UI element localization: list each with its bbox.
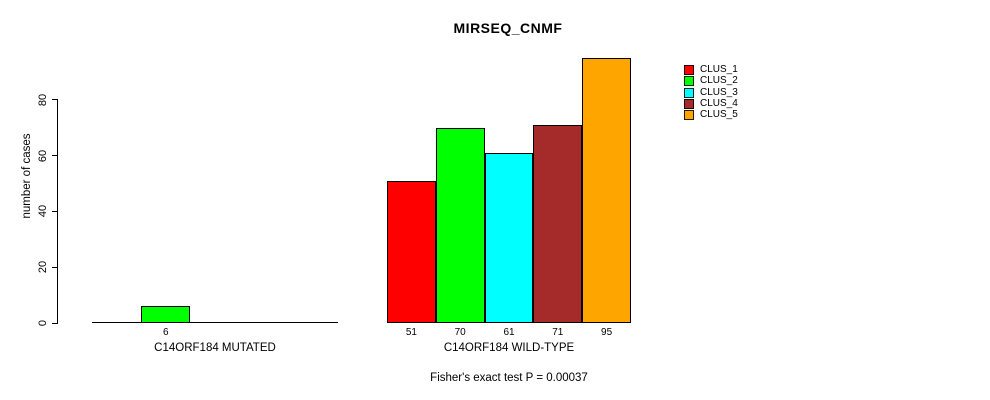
- bar-value-label: 71: [552, 327, 564, 338]
- group-label-mutated: C14ORF184 MUTATED: [154, 342, 276, 354]
- bar-clus_4-mutated: [239, 322, 289, 323]
- bar-value-label: 51: [405, 327, 417, 338]
- legend-item-clus_4: CLUS_4: [684, 97, 738, 109]
- bar-value-label: 6: [163, 327, 169, 338]
- group-label-wildtype: C14ORF184 WILD-TYPE: [443, 342, 575, 354]
- bar-clus_3-wildtype: [484, 152, 534, 323]
- legend-label: CLUS_5: [700, 109, 738, 121]
- chart-title: MIRSEQ_CNMF: [453, 20, 563, 36]
- y-tick: [52, 266, 58, 268]
- legend-item-clus_2: CLUS_2: [684, 75, 738, 87]
- legend: CLUS_1 CLUS_2 CLUS_3 CLUS_4 CLUS_5: [684, 65, 804, 125]
- legend-label: CLUS_3: [700, 86, 738, 98]
- y-tick: [52, 155, 58, 157]
- bar-clus_5-mutated: [288, 322, 338, 323]
- bar-clus_3-mutated: [190, 322, 240, 323]
- y-tick: [52, 210, 58, 212]
- y-tick: [52, 322, 58, 324]
- bar-clus_2-wildtype: [435, 127, 485, 323]
- legend-item-clus_5: CLUS_5: [684, 109, 738, 121]
- bar-clus_2-mutated: [141, 306, 191, 323]
- bar-clus_5-wildtype: [582, 57, 631, 323]
- bar-clus_1-wildtype: [387, 180, 436, 323]
- bar-value-label: 61: [503, 327, 515, 338]
- legend-item-clus_3: CLUS_3: [684, 86, 738, 98]
- legend-label: CLUS_4: [700, 97, 738, 109]
- legend-label: CLUS_2: [700, 75, 738, 87]
- bar-value-label: 95: [601, 327, 613, 338]
- bar-clus_1-mutated: [92, 322, 142, 323]
- y-tick: [52, 99, 58, 101]
- legend-item-clus_1: CLUS_1: [684, 65, 738, 75]
- legend-label: CLUS_1: [700, 64, 738, 75]
- bar-clus_4-wildtype: [533, 124, 583, 323]
- bar-value-label: 70: [454, 327, 466, 338]
- legend-swatch-clus_1: [684, 65, 694, 75]
- legend-swatch-clus_4: [684, 98, 694, 109]
- legend-swatch-clus_5: [684, 110, 694, 121]
- fisher-test-annotation: Fisher's exact test P = 0.00037: [430, 372, 588, 384]
- legend-swatch-clus_2: [684, 76, 694, 87]
- legend-swatch-clus_3: [684, 87, 694, 98]
